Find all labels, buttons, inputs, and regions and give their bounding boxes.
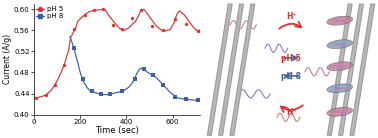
X-axis label: Time (sec): Time (sec) (95, 126, 139, 135)
Ellipse shape (327, 84, 353, 93)
Ellipse shape (327, 62, 353, 71)
Polygon shape (350, 4, 375, 135)
Text: pH 5: pH 5 (281, 54, 301, 63)
Y-axis label: Current (A/g): Current (A/g) (3, 34, 12, 84)
Polygon shape (327, 4, 352, 135)
Text: H⁺: H⁺ (286, 12, 296, 21)
Ellipse shape (327, 107, 353, 116)
Ellipse shape (327, 16, 353, 25)
Ellipse shape (327, 40, 353, 49)
Polygon shape (230, 4, 255, 135)
Polygon shape (208, 4, 232, 135)
Legend: pH 5, pH 8: pH 5, pH 8 (36, 6, 64, 20)
Text: H⁺: H⁺ (286, 108, 296, 117)
Polygon shape (219, 4, 243, 135)
Text: pH 8: pH 8 (281, 72, 301, 81)
Polygon shape (339, 4, 363, 135)
